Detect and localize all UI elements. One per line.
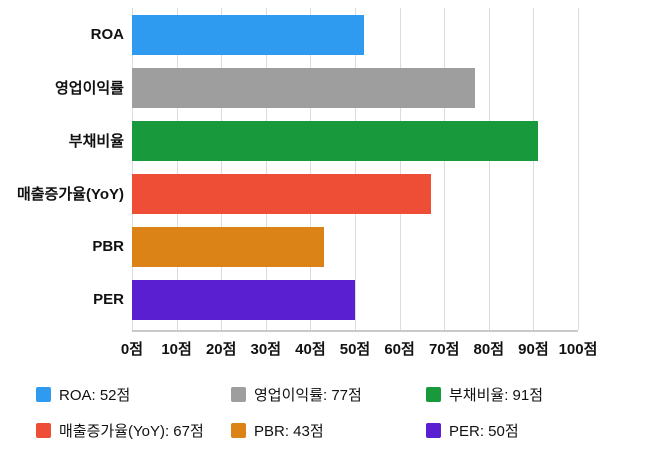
gridline-80 <box>488 8 490 330</box>
gridline-40 <box>310 8 312 330</box>
category-label: 부채비율 <box>68 133 124 150</box>
legend-label: PER: 50점 <box>449 423 519 440</box>
category-label: PBR <box>92 238 124 255</box>
legend-item-5: PER: 50점 <box>426 420 621 441</box>
gridline-20 <box>221 8 223 330</box>
gridline-0 <box>132 8 133 330</box>
chart-row: PER <box>0 273 650 326</box>
bar-2 <box>132 120 538 161</box>
chart-row: 부채비율 <box>0 114 650 167</box>
legend-color-swatch <box>426 387 441 402</box>
legend-label: 매출증가율(YoY): 67점 <box>59 423 204 440</box>
x-tick-label: 30점 <box>250 341 282 358</box>
legend-label: 부채비율: 91점 <box>449 387 544 404</box>
legend-item-1: 영업이익률: 77점 <box>231 384 426 405</box>
x-tick-label: 90점 <box>518 341 549 358</box>
chart-row: 영업이익률 <box>0 61 650 114</box>
legend-color-swatch <box>231 387 246 402</box>
x-tick-label: 0점 <box>120 341 144 358</box>
legend-label: PBR: 43점 <box>254 423 324 440</box>
category-label: 매출증가율(YoY) <box>16 186 124 203</box>
x-axis: 0점 10점 20점 30점 40점 50점 60점 70점 80점 90점 100점 <box>121 336 597 360</box>
x-tick-label: 80점 <box>473 341 505 358</box>
bar-track <box>132 226 578 267</box>
legend-color-swatch <box>426 423 441 438</box>
gridlines <box>132 8 579 332</box>
legend-color-swatch <box>36 387 51 402</box>
x-tick-label: 20점 <box>205 341 237 358</box>
category-label: 영업이익률 <box>54 80 124 97</box>
bar-0 <box>132 14 364 55</box>
legend-item-3: 매출증가율(YoY): 67점 <box>36 420 231 441</box>
legend-color-swatch <box>36 423 51 438</box>
x-tick-label: 50점 <box>339 341 371 358</box>
legend-label: ROA: 52점 <box>59 387 131 404</box>
x-tick-label: 100점 <box>558 341 598 358</box>
chart-row: ROA <box>0 8 650 61</box>
bar-track <box>132 120 578 161</box>
bar-track <box>132 67 578 108</box>
gridline-60 <box>399 8 401 330</box>
x-tick-label: 10점 <box>161 341 192 358</box>
category-label: ROA <box>90 26 124 43</box>
bar-track <box>132 14 578 55</box>
legend-label: 영업이익률: 77점 <box>254 387 362 404</box>
gridline-100 <box>578 8 579 330</box>
x-tick-label: 40점 <box>295 341 326 358</box>
legend-item-4: PBR: 43점 <box>231 420 426 441</box>
bar-5 <box>132 279 355 320</box>
bar-1 <box>132 67 476 108</box>
bar-3 <box>132 173 431 214</box>
gridline-30 <box>265 8 267 330</box>
category-label: PER <box>93 291 124 308</box>
chart-row: PBR <box>0 220 650 273</box>
bar-track <box>132 173 578 214</box>
gridline-50 <box>355 8 356 330</box>
legend-color-swatch <box>231 423 246 438</box>
x-tick-label: 70점 <box>428 341 460 358</box>
chart-row: 매출증가율(YoY) <box>0 167 650 220</box>
legend-item-2: 부채비율: 91점 <box>426 384 621 405</box>
gridline-90 <box>533 8 535 330</box>
x-tick-label: 60점 <box>384 341 415 358</box>
bar-track <box>132 279 578 320</box>
gridline-10 <box>176 8 178 330</box>
legend-item-0: ROA: 52점 <box>36 384 231 405</box>
gridline-70 <box>444 8 446 330</box>
bar-4 <box>132 226 324 267</box>
